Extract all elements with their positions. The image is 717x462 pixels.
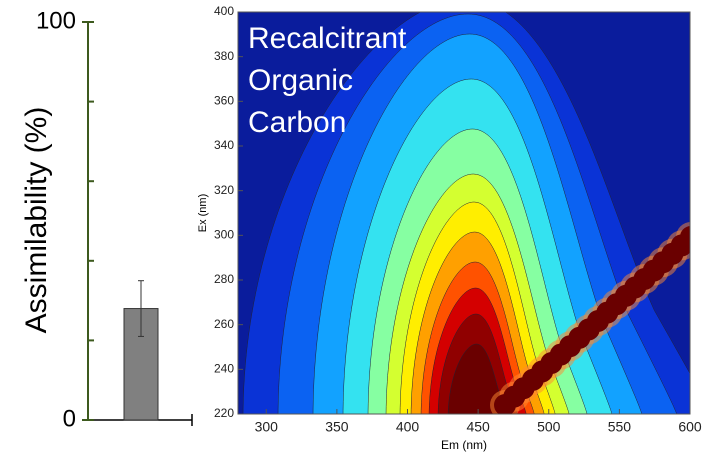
y-tick-label: 280 <box>214 272 234 286</box>
y-tick-label: 100 <box>36 7 76 34</box>
x-tick-label: 500 <box>537 419 561 435</box>
x-tick-label: 450 <box>466 419 490 435</box>
y-tick-label: 220 <box>214 406 234 420</box>
x-tick-label: 550 <box>608 419 632 435</box>
y-tick-label: 360 <box>214 94 234 108</box>
x-tick-label: 300 <box>255 419 279 435</box>
annotation: Organic <box>248 64 353 97</box>
contour-map <box>238 12 690 414</box>
scatter-band <box>680 226 690 248</box>
x-tick-label: 350 <box>325 419 349 435</box>
y-axis-label: Assimilability (%) <box>20 107 53 334</box>
y-tick-label: 300 <box>214 228 234 242</box>
y-tick-label: 380 <box>214 49 234 63</box>
y-tick-label: 320 <box>214 183 234 197</box>
x-tick-label: 600 <box>678 419 702 435</box>
y-axis-label: Ex (nm) <box>197 194 209 233</box>
x-tick-label: 400 <box>396 419 420 435</box>
plot-frame <box>237 11 691 415</box>
y-tick-label: 240 <box>214 362 234 376</box>
y-tick-label: 400 <box>214 4 234 18</box>
y-tick-label: 340 <box>214 138 234 152</box>
annotation: Recalcitrant <box>248 22 407 55</box>
annotation: Carbon <box>248 106 346 139</box>
y-tick-label: 260 <box>214 317 234 331</box>
x-axis-label: Em (nm) <box>441 438 487 452</box>
y-tick-label: 0 <box>63 405 76 432</box>
